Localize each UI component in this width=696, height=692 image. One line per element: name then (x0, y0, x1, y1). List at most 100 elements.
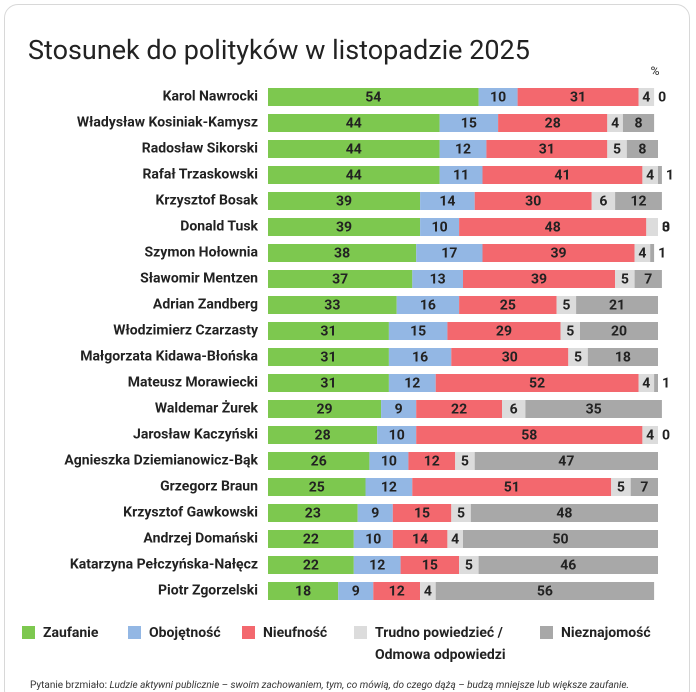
value-label: 4 (642, 376, 650, 392)
bar-segment (638, 88, 655, 106)
value-label: 10 (365, 532, 381, 548)
value-label: 50 (552, 532, 568, 548)
value-label: 5 (617, 480, 625, 496)
value-label: 29 (317, 402, 333, 418)
value-label: 26 (311, 454, 327, 470)
category-label: Władysław Kosiniak-Kamysz (77, 115, 258, 131)
value-label: 5 (613, 142, 621, 158)
legend-label: Nieufność (263, 625, 328, 641)
value-label: 12 (424, 454, 440, 470)
bar-segment (365, 478, 413, 496)
legend-swatch (540, 626, 553, 639)
value-label: 5 (457, 506, 465, 522)
category-label: Mateusz Morawiecki (128, 375, 258, 391)
bar-segment (392, 530, 448, 548)
value-label: 44 (346, 116, 362, 132)
bar-segment (268, 192, 421, 210)
bar-segment (486, 140, 608, 158)
category-label: Rafał Trzaskowski (142, 167, 258, 183)
bar-segment (439, 114, 499, 132)
bar-segment (268, 504, 358, 522)
value-label: 4 (638, 246, 646, 262)
value-label: 1 (658, 246, 666, 262)
bar-segment (400, 556, 460, 574)
value-label: 6 (599, 194, 607, 210)
bar-segment (353, 556, 401, 574)
bar-segment (560, 322, 580, 340)
value-label: 30 (502, 350, 518, 366)
bar-segment (416, 244, 483, 262)
card (4, 4, 690, 692)
value-label: 7 (640, 480, 648, 496)
value-label: 48 (556, 506, 572, 522)
value-label: 8 (634, 116, 642, 132)
legend-swatch (22, 626, 35, 639)
legend-swatch (242, 626, 255, 639)
value-label: 6 (510, 402, 518, 418)
legend-item: Nieufność (242, 622, 327, 644)
legend-item: Obojętność (128, 622, 221, 644)
bar-segment (435, 582, 655, 600)
bar-segment (502, 400, 526, 418)
bar-segment (388, 322, 448, 340)
value-label: 37 (332, 272, 348, 288)
value-label: 10 (389, 428, 405, 444)
legend-item: Trudno powiedzieć / Odmowa odpowiedzi (354, 622, 525, 666)
value-label: 5 (566, 324, 574, 340)
bar-segment (408, 452, 456, 470)
value-label: 1 (666, 168, 674, 184)
value-label: 18 (615, 350, 631, 366)
category-label: Katarzyna Pełczyńska-Nałęcz (70, 557, 258, 573)
bar-segment (634, 270, 662, 288)
bar-segment (568, 348, 588, 366)
bar-segment (463, 530, 658, 548)
value-label: 5 (465, 558, 473, 574)
value-label: 11 (453, 168, 469, 184)
bar-segment (369, 452, 409, 470)
value-label: 4 (646, 428, 654, 444)
bar-segment (435, 374, 639, 392)
unit-label: % (651, 64, 660, 78)
category-label: Sławomir Mentzen (140, 271, 258, 287)
bar-segment (482, 244, 635, 262)
category-label: Radosław Sikorski (142, 141, 258, 157)
value-label: 51 (504, 480, 520, 496)
bar-segment (459, 296, 557, 314)
value-label: 0 (658, 90, 666, 106)
legend-swatch (128, 626, 141, 639)
bar-segment (268, 556, 354, 574)
category-label: Piotr Zgorzelski (158, 583, 258, 599)
bar-segment (451, 348, 569, 366)
bar-segment (459, 556, 479, 574)
bar-segment (373, 582, 421, 600)
value-label: 22 (451, 402, 467, 418)
value-label: 12 (455, 142, 471, 158)
value-label: 15 (410, 324, 426, 340)
bar-segment (268, 400, 382, 418)
value-label: 5 (574, 350, 582, 366)
bar-segment (607, 114, 623, 132)
value-label: 31 (320, 376, 336, 392)
legend-item: Nieznajomość (540, 622, 651, 644)
bar-segment (353, 530, 393, 548)
bar-segment (498, 114, 608, 132)
bar-segment (451, 504, 471, 522)
value-label: 22 (303, 558, 319, 574)
value-label: 31 (570, 90, 586, 106)
value-label: 8 (638, 142, 646, 158)
bar-segment (392, 504, 452, 522)
value-label: 38 (334, 246, 350, 262)
category-label: Jarosław Kaczyński (133, 427, 258, 443)
value-label: 15 (414, 506, 430, 522)
value-label: 58 (521, 428, 537, 444)
category-label: Andrzej Domański (143, 531, 258, 547)
bar-segment (650, 244, 655, 262)
bar-segment (268, 426, 378, 444)
category-label: Donald Tusk (180, 219, 258, 235)
bar-segment (268, 218, 421, 236)
value-label: 0 (662, 220, 670, 236)
chart-title: Stosunek do polityków w listopadzie 2025 (28, 34, 530, 66)
value-label: 28 (315, 428, 331, 444)
value-label: 54 (365, 90, 381, 106)
